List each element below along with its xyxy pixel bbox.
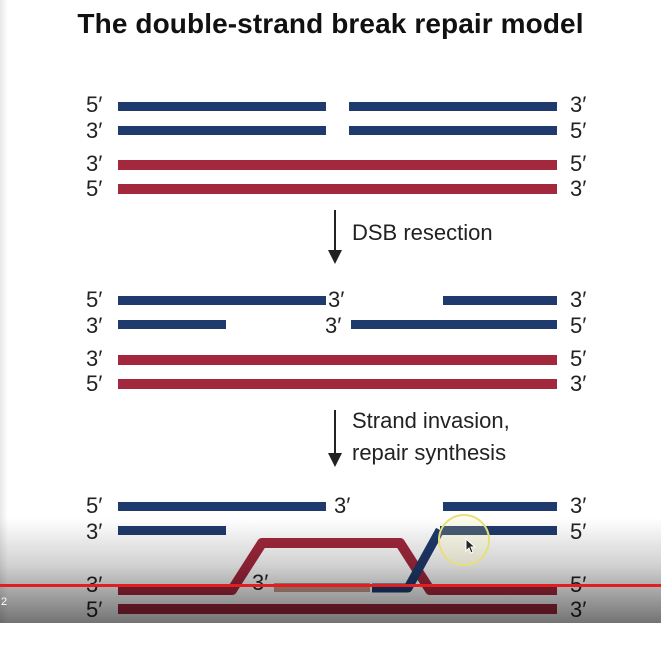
stage1-red-top-strand <box>118 160 557 170</box>
slide-title: The double-strand break repair model <box>77 8 584 39</box>
player-controls-gradient <box>0 518 661 623</box>
stage2-blue-bottom-left-label: 3′ <box>86 313 102 338</box>
stage2-blue-bottom-left-strand <box>118 320 226 329</box>
step-arrow-1 <box>328 210 342 264</box>
stage1-blue-top-right-strand <box>349 102 557 111</box>
stage2-blue-bottom-right-label: 5′ <box>570 313 586 338</box>
progress-bar-fill <box>0 584 661 587</box>
stage1-red-bottom-strand <box>118 184 557 194</box>
stage1-red-bottom-right-label: 3′ <box>570 176 586 201</box>
step-label-repair-synthesis: repair synthesis <box>352 440 506 465</box>
stage2-overhang-top-label: 3′ <box>328 287 344 312</box>
step-label-dsb-resection: DSB resection <box>352 220 493 245</box>
stage1-blue-bottom-right-strand <box>349 126 557 135</box>
stage1-blue-top-left-label: 5′ <box>86 92 102 117</box>
stage2-red-top-strand <box>118 355 557 365</box>
stage1-blue-bottom-right-label: 5′ <box>570 118 586 143</box>
stage-1-broken-duplex: 5′ 3′ 3′ 5′ 3′ 5′ 5′ 3′ <box>86 92 586 201</box>
step-arrow-2 <box>328 410 342 467</box>
stage2-red-top-right-label: 5′ <box>570 346 586 371</box>
left-edge-shadow <box>0 0 8 645</box>
time-display: 2 <box>1 596 8 608</box>
stage3-blue-top-left-label: 5′ <box>86 493 102 518</box>
stage-2-resected-duplex: 5′ 3′ 3′ 3′ 3′ 5′ 3′ 5′ 5′ 3′ <box>86 287 586 396</box>
stage2-red-bottom-right-label: 3′ <box>570 371 586 396</box>
stage1-blue-top-left-strand <box>118 102 326 111</box>
progress-bar[interactable] <box>0 584 661 587</box>
stage2-blue-top-left-label: 5′ <box>86 287 102 312</box>
stage2-overhang-bottom-label: 3′ <box>325 313 341 338</box>
stage3-blue-top-right-strand <box>443 502 557 511</box>
stage1-blue-bottom-left-label: 3′ <box>86 118 102 143</box>
step-label-strand-invasion: Strand invasion, <box>352 408 510 433</box>
stage2-blue-top-right-label: 3′ <box>570 287 586 312</box>
bottom-strip <box>0 623 661 645</box>
stage1-blue-bottom-left-strand <box>118 126 326 135</box>
stage3-overhang-top-label: 3′ <box>334 493 350 518</box>
stage2-red-top-left-label: 3′ <box>86 346 102 371</box>
stage2-blue-bottom-right-strand <box>351 320 557 329</box>
stage1-blue-top-right-label: 3′ <box>570 92 586 117</box>
stage2-blue-top-left-strand <box>118 296 326 305</box>
stage1-red-top-right-label: 5′ <box>570 151 586 176</box>
mouse-pointer-icon <box>465 538 477 554</box>
cursor-highlight-ring <box>438 514 490 566</box>
stage2-red-bottom-strand <box>118 379 557 389</box>
stage3-blue-top-right-label: 3′ <box>570 493 586 518</box>
stage1-red-bottom-left-label: 5′ <box>86 176 102 201</box>
stage2-blue-top-right-strand <box>443 296 557 305</box>
stage2-red-bottom-left-label: 5′ <box>86 371 102 396</box>
stage1-red-top-left-label: 3′ <box>86 151 102 176</box>
stage3-blue-top-left-strand <box>118 502 326 511</box>
